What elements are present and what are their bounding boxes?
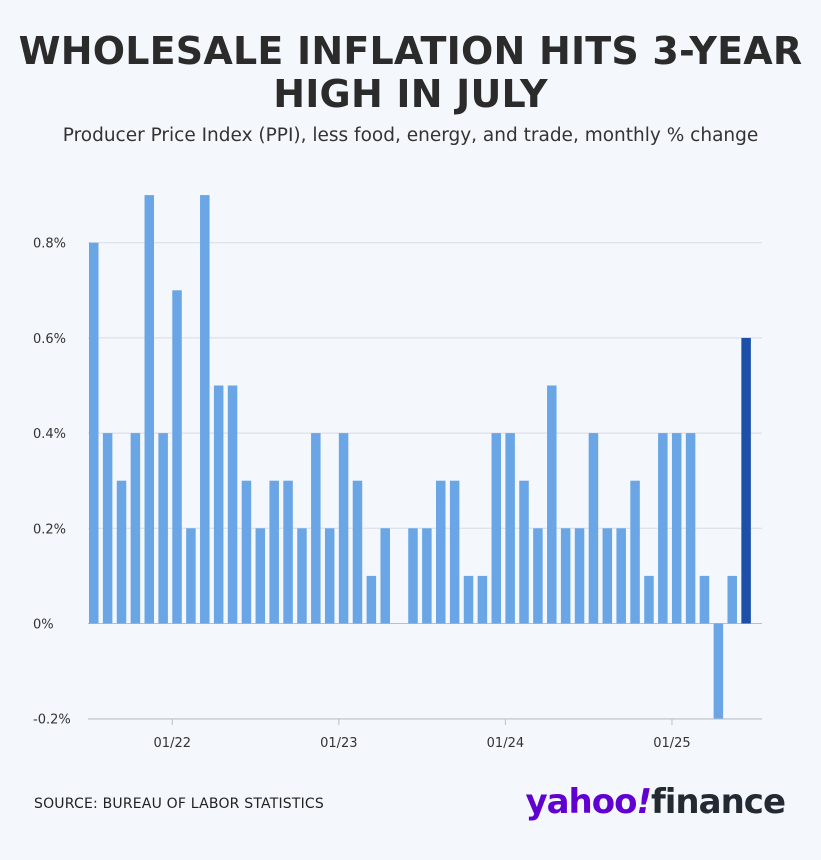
bar <box>658 433 668 624</box>
y-tick-label: 0.4% <box>33 427 66 442</box>
y-tick-label: 0.2% <box>33 522 66 537</box>
bar <box>505 433 515 624</box>
bar <box>533 528 543 624</box>
y-tick-label: 0% <box>33 618 54 633</box>
bar <box>366 575 377 624</box>
y-tick-label: 0.8% <box>33 237 66 252</box>
chart-title: WHOLESALE INFLATION HITS 3-YEAR HIGH IN … <box>0 30 821 116</box>
bar <box>130 433 141 624</box>
title-line-2: HIGH IN JULY <box>273 72 548 116</box>
y-axis-labels: 0.8% 0.6% 0.4% 0.2% 0% -0.2% <box>33 237 71 728</box>
x-tick-label: 01/22 <box>154 736 191 751</box>
bar <box>685 433 696 624</box>
bar <box>727 575 737 624</box>
bar <box>297 528 307 624</box>
bar <box>102 433 113 624</box>
bar <box>671 433 682 624</box>
bar <box>380 528 390 624</box>
bar <box>255 528 266 624</box>
bar <box>227 385 238 624</box>
logo-slash: ! <box>636 782 651 822</box>
bar <box>644 575 654 624</box>
bar <box>616 528 626 624</box>
bar <box>463 575 474 624</box>
bar <box>422 528 432 624</box>
bar <box>352 480 363 624</box>
bar <box>574 528 585 624</box>
x-axis: 01/22 01/23 01/24 01/25 <box>88 718 762 751</box>
bar <box>186 528 196 624</box>
bar <box>588 433 599 624</box>
bar <box>338 433 349 624</box>
bar <box>158 433 168 624</box>
bars <box>89 195 751 719</box>
x-tick-label: 01/23 <box>320 736 357 751</box>
bar <box>241 480 252 624</box>
bar <box>283 480 293 624</box>
bar <box>311 433 321 624</box>
bar <box>436 480 446 624</box>
bar <box>519 480 529 624</box>
bar <box>408 528 418 624</box>
x-tick-label: 01/25 <box>653 736 690 751</box>
bar <box>89 242 99 624</box>
logo-yahoo: yahoo <box>525 782 637 822</box>
bar <box>602 528 613 624</box>
chart-subtitle: Producer Price Index (PPI), less food, e… <box>62 125 759 146</box>
logo-finance: finance <box>650 782 786 822</box>
source-note: SOURCE: BUREAU OF LABOR STATISTICS <box>34 796 324 812</box>
bar <box>144 195 155 624</box>
x-tick-label: 01/24 <box>487 736 524 751</box>
bar <box>630 480 640 624</box>
bar <box>213 385 224 624</box>
bar <box>324 528 335 624</box>
y-tick-label: 0.6% <box>33 332 66 347</box>
bar <box>269 480 279 624</box>
bar <box>116 480 127 624</box>
bar <box>449 480 460 624</box>
bar <box>200 195 210 624</box>
bar <box>560 528 571 624</box>
bar <box>699 575 710 624</box>
bar <box>713 623 724 719</box>
bar <box>477 575 488 624</box>
title-line-1: WHOLESALE INFLATION HITS 3-YEAR <box>18 29 803 73</box>
bar <box>491 433 502 624</box>
y-tick-label: -0.2% <box>33 713 71 728</box>
bar <box>547 385 557 624</box>
bar-latest <box>741 337 751 624</box>
bar <box>172 290 182 624</box>
yahoo-finance-logo: yahoo!finance <box>525 782 786 822</box>
